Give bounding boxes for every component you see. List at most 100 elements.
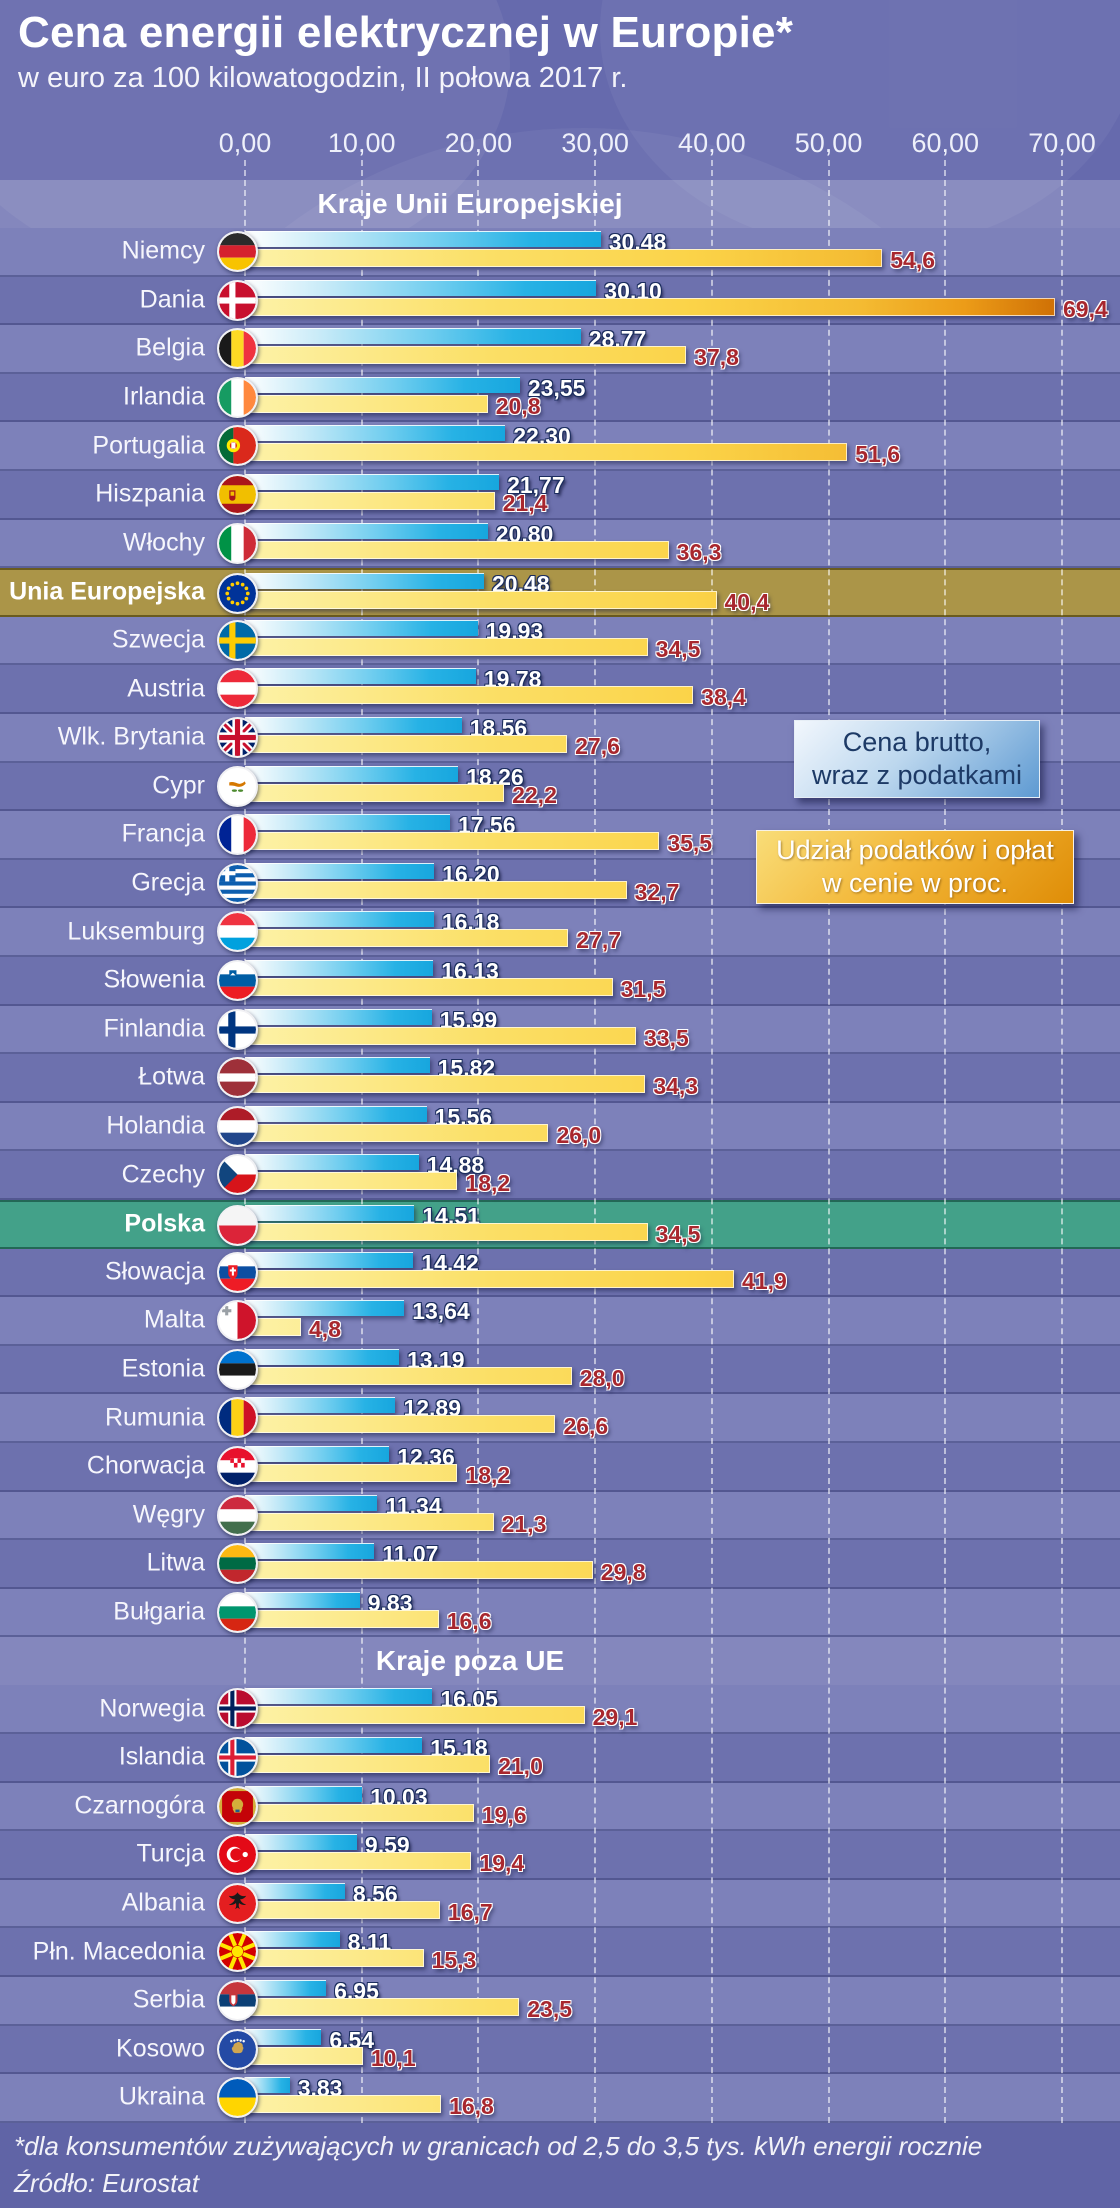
page-title: Cena energii elektrycznej w Europie* (18, 8, 794, 57)
tax-share-bar (245, 1415, 556, 1434)
albania-flag-icon (217, 1882, 258, 1924)
tax-share-value: 27,6 (575, 733, 620, 759)
country-row-rumunia: Rumunia 12,89 26,6 (0, 1394, 1120, 1443)
country-label: Czechy (121, 1160, 205, 1189)
country-row-kosowo: Kosowo 6,54 10,1 (0, 2025, 1120, 2075)
tax-share-bar (245, 1026, 636, 1045)
serbia-flag-icon (217, 1980, 258, 2021)
tax-share-value: 18,2 (465, 1170, 511, 1197)
litwa-flag-icon (217, 1543, 258, 1585)
price-bar (245, 1057, 430, 1074)
tax-share-value: 19,6 (481, 1801, 527, 1828)
legend-tax-line2: w cenie w proc. (821, 868, 1009, 898)
price-bar (245, 1300, 405, 1317)
tax-share-value: 40,4 (724, 589, 770, 616)
country-label: Hiszpania (95, 479, 205, 508)
s-owacja-flag-icon (217, 1251, 258, 1293)
tax-share-bar (245, 346, 687, 365)
country-row-norwegia: Norwegia 16,05 29,1 (0, 1685, 1120, 1734)
estonia-flag-icon (217, 1348, 258, 1390)
country-label: Serbia (132, 1985, 205, 2014)
country-row-s-owenia: Słowenia 16,13 31,5 (0, 957, 1120, 1006)
country-label: Polska (124, 1209, 205, 1238)
country-label: Łotwa (138, 1062, 205, 1091)
country-row-szwecja: Szwecja 19,93 34,5 (0, 616, 1120, 666)
tax-share-bar (245, 1123, 549, 1142)
country-label: Szwecja (111, 625, 205, 654)
czarnog-ra-flag-icon (217, 1785, 258, 1827)
country-label: Finlandia (103, 1014, 205, 1043)
country-label: Belgia (135, 333, 206, 362)
tax-share-value: 36,3 (676, 538, 722, 565)
polska-flag-icon (217, 1205, 258, 1246)
price-bar (245, 1494, 378, 1511)
tax-share-bar (245, 783, 505, 802)
tax-share-bar (245, 1075, 646, 1094)
country-row-chorwacja: Chorwacja 12,36 18,2 (0, 1443, 1120, 1492)
rumunia-flag-icon (217, 1397, 258, 1439)
tax-share-value: 31,5 (620, 976, 666, 1002)
tax-share-value: 21,0 (498, 1753, 543, 1779)
country-row-islandia: Islandia 15,18 21,0 (0, 1734, 1120, 1783)
tax-share-value: 27,7 (576, 927, 622, 954)
tax-share-bar (245, 492, 495, 510)
tax-share-bar (245, 1269, 735, 1288)
price-bar (245, 960, 434, 976)
tax-share-bar (245, 1803, 474, 1822)
tax-share-bar (245, 832, 660, 851)
tax-share-value: 29,1 (592, 1704, 638, 1731)
tax-share-value: 34,5 (655, 1221, 701, 1247)
grecja-flag-icon (217, 862, 258, 904)
tax-share-bar (245, 1223, 648, 1241)
tax-share-bar (245, 1172, 458, 1191)
country-row-bu-garia: Bułgaria 9,83 16,6 (0, 1588, 1120, 1638)
tax-share-value: 54,6 (890, 247, 936, 273)
country-label: Luksemburg (67, 917, 205, 946)
gridline (594, 160, 597, 2123)
country-label: Cypr (152, 771, 205, 800)
price-bar (245, 1737, 423, 1753)
country-row-hiszpania: Hiszpania 21,77 21,4 (0, 471, 1120, 520)
price-bar (245, 474, 500, 490)
price-bar (245, 814, 450, 831)
country-label: Turcja (136, 1839, 205, 1868)
gridline (944, 160, 947, 2123)
tax-share-bar (245, 1609, 439, 1628)
price-value: 21,77 (507, 472, 565, 498)
tax-share-value: 29,8 (600, 1559, 646, 1586)
price-bar (245, 2028, 322, 2045)
tax-share-value: 38,4 (701, 684, 746, 711)
price-bar (245, 1205, 415, 1221)
tax-share-bar (245, 686, 694, 705)
tax-share-value: 20,8 (495, 392, 541, 419)
legend-tax-share: Udział podatków i opłat w cenie w proc. (756, 830, 1074, 904)
price-bar (245, 911, 434, 928)
axis-tick-label: 30,00 (561, 128, 629, 158)
tax-share-value: 41,9 (742, 1267, 787, 1294)
tax-share-bar (245, 540, 669, 559)
tax-share-value: 26,6 (563, 1413, 609, 1440)
tax-share-bar (245, 637, 648, 656)
country-row-niemcy: Niemcy 30,48 54,6 (0, 228, 1120, 277)
legend-gross-line2: wraz z podatkami (811, 760, 1023, 790)
section-label: Kraje poza UE (375, 1645, 565, 1677)
country-label: Słowenia (103, 965, 205, 994)
country-label: Grecja (131, 868, 205, 897)
country-row-serbia: Serbia 6,95 23,5 (0, 1977, 1120, 2026)
tax-share-value: 34,3 (653, 1073, 699, 1100)
legend-gross-line1: Cena brutto, (842, 727, 992, 757)
price-bar (245, 1785, 363, 1802)
price-bar (245, 1105, 427, 1122)
country-row-luksemburg: Luksemburg 16,18 27,7 (0, 908, 1120, 957)
price-bar (245, 717, 462, 733)
islandia-flag-icon (217, 1737, 258, 1778)
turcja-flag-icon (217, 1834, 258, 1876)
country-label: Dania (139, 285, 205, 314)
w-gry-flag-icon (217, 1494, 258, 1536)
price-bar (245, 1591, 360, 1608)
price-bar (245, 1543, 375, 1560)
tax-share-bar (245, 1900, 440, 1919)
price-bar (245, 1251, 414, 1268)
country-label: Bułgaria (113, 1597, 205, 1626)
